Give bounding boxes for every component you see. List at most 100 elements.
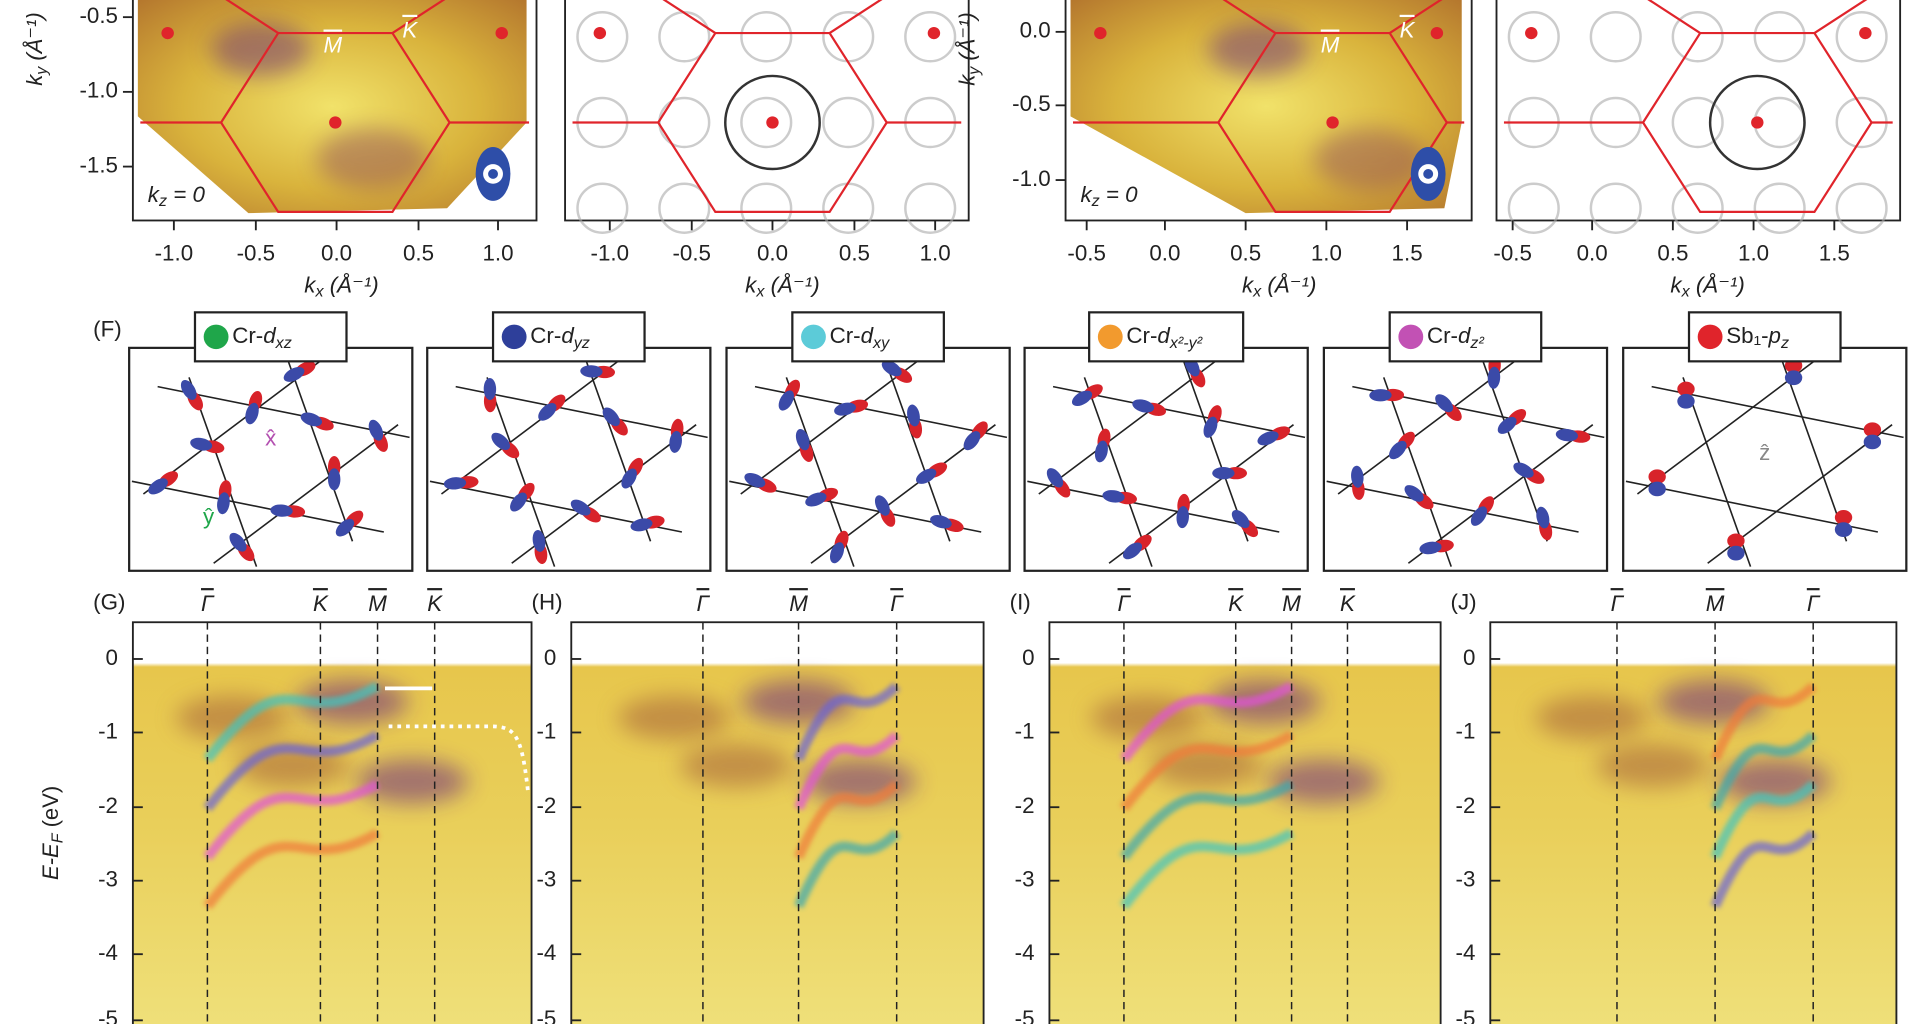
high-symmetry-label: Γ: [1807, 591, 1821, 616]
lattice-line: [881, 351, 951, 542]
orbital-lobe: [1094, 440, 1108, 463]
kz-label: kz = 0: [1080, 182, 1138, 210]
y-tick-label: -0.5: [79, 3, 117, 28]
orbital-lobe: [930, 515, 952, 529]
x-tick-label: 1.5: [1819, 241, 1850, 266]
intensity-blob: [316, 128, 429, 190]
contour-ring: [1589, 182, 1642, 234]
orbital-lobe: [834, 402, 857, 416]
contour-ring: [740, 96, 793, 149]
orbital-name: d: [1458, 323, 1471, 348]
contour-ring: [822, 96, 875, 149]
orbital-prefix: Cr-: [1427, 323, 1458, 348]
x-tick-label: 1.0: [1738, 241, 1769, 266]
y-tick-label: 0: [1022, 645, 1034, 670]
lattice-line: [1382, 377, 1452, 567]
lattice-line: [754, 385, 1008, 439]
kz-label: kz = 0: [148, 182, 206, 210]
contour-ring: [576, 11, 629, 63]
y-tick-label: -3: [1456, 867, 1476, 892]
calculated-band: [203, 681, 381, 763]
orbital-lobe: [795, 428, 810, 451]
orbital-sub: x²-y²: [1169, 334, 1203, 352]
orbital-label: Sb₁-pz: [1726, 323, 1789, 353]
orbital-lobe: [1727, 533, 1745, 549]
orbital-lobe: [881, 360, 902, 377]
orbital-lobe: [1513, 462, 1534, 478]
orbital-lobe: [335, 518, 355, 537]
x-tick-label: 0.0: [1577, 241, 1608, 266]
lattice-line: [440, 354, 627, 495]
orbital-label: Cr-dx²-y²: [1126, 323, 1202, 353]
orbital-sub: z: [1780, 334, 1789, 352]
orbital-lobe: [510, 492, 527, 512]
x-tick-label: 0.5: [1657, 241, 1688, 266]
calculated-band: [1119, 681, 1295, 763]
y-tick-label: 0.0: [1020, 18, 1051, 43]
intensity-blob: [618, 695, 731, 740]
orbital-name: d: [861, 323, 874, 348]
orbital-lobe: [874, 495, 890, 516]
orbital-lobe: [1470, 506, 1488, 526]
orbital-lobe: [245, 402, 259, 425]
symmetry-point: K: [1400, 18, 1416, 43]
y-tick-label: -5: [537, 1006, 557, 1024]
calculated-band: [203, 779, 381, 861]
calculated-band: [1119, 779, 1295, 861]
orbital-prefix: Cr-: [232, 323, 263, 348]
gamma-point: [161, 26, 174, 40]
orbital-lobe: [1351, 465, 1364, 488]
orbital-lobe: [532, 530, 546, 552]
zone-edge: [225, 0, 279, 34]
intensity-blob: [1208, 22, 1308, 76]
x-axis-label-unit: (Å⁻¹): [324, 273, 379, 298]
calculated-band: [203, 828, 381, 910]
orbital-box: [1322, 346, 1609, 572]
y-tick-label: -3: [98, 867, 118, 892]
orbital-lobe: [621, 468, 637, 489]
orbital-label: Cr-dxy: [830, 323, 891, 353]
calculated-band: [794, 682, 901, 762]
orbital-lobe: [1176, 506, 1189, 529]
orbital-lobe: [744, 472, 766, 488]
x-axis-label: kx (Å⁻¹): [1670, 273, 1744, 301]
x-tick-label: 0.5: [839, 241, 870, 266]
zone-edge: [1647, 0, 1701, 34]
y-tick-label: -1.0: [79, 78, 117, 103]
orbital-lobe: [1648, 481, 1666, 497]
gamma-point: [766, 116, 779, 129]
high-symmetry-label: Γ: [1118, 591, 1132, 616]
lattice-line: [1651, 385, 1904, 439]
orbital-lobe: [829, 542, 845, 564]
contour-ring: [724, 74, 821, 171]
gamma-point: [1430, 26, 1444, 40]
high-symmetry-label: K: [1228, 591, 1244, 616]
high-symmetry-label: K: [313, 591, 329, 616]
y-tick-label: -2: [98, 793, 118, 818]
lattice-line: [157, 385, 410, 439]
orbital-lobe: [491, 432, 511, 451]
lattice-line: [740, 354, 926, 495]
high-symmetry-label: K: [427, 591, 443, 616]
gamma-point: [329, 116, 342, 129]
x-axis-label-unit: (Å⁻¹): [1261, 273, 1316, 298]
x-axis-label-unit: (Å⁻¹): [1690, 273, 1745, 298]
gamma-point: [1525, 26, 1538, 40]
orbital-lobe: [1677, 393, 1695, 409]
orbital-lobe: [1834, 522, 1853, 537]
orbital-lobe: [630, 518, 653, 532]
contour-ring: [1671, 182, 1724, 234]
orbital-prefix: Cr-: [530, 323, 561, 348]
kz-label-unit: = 0: [167, 182, 206, 207]
orbital-lobe: [538, 403, 557, 421]
high-symmetry-label: Γ: [201, 591, 215, 616]
y-tick-label: -5: [98, 1006, 118, 1024]
orbital-lobe: [1071, 390, 1093, 407]
lattice-line: [1083, 377, 1153, 567]
orbital-color: [501, 324, 527, 350]
orbital-lobe: [1497, 416, 1517, 434]
orbital-lobe: [1102, 490, 1125, 503]
